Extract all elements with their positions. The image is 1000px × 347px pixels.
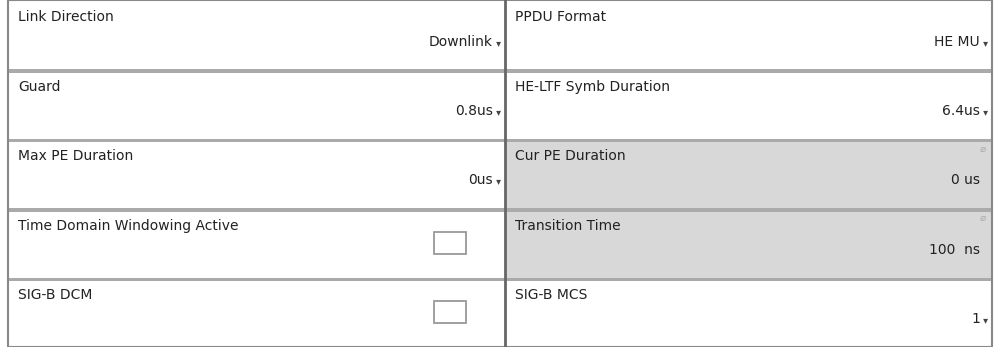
Bar xyxy=(8,139,992,142)
Bar xyxy=(505,139,992,208)
Text: ▾: ▾ xyxy=(493,177,501,187)
Text: 0.8us: 0.8us xyxy=(455,104,493,118)
Text: Transition Time: Transition Time xyxy=(515,219,621,232)
Text: ⌀: ⌀ xyxy=(980,144,986,154)
Text: ▾: ▾ xyxy=(980,108,988,118)
Text: 6.4us: 6.4us xyxy=(942,104,980,118)
Text: Time Domain Windowing Active: Time Domain Windowing Active xyxy=(18,219,239,232)
Bar xyxy=(8,208,505,278)
Text: ▾: ▾ xyxy=(493,39,501,49)
Text: Downlink: Downlink xyxy=(429,35,493,49)
Text: Link Direction: Link Direction xyxy=(18,10,114,24)
Bar xyxy=(8,69,992,73)
Text: Max PE Duration: Max PE Duration xyxy=(18,149,133,163)
Text: PPDU Format: PPDU Format xyxy=(515,10,606,24)
Bar xyxy=(8,208,992,212)
Bar xyxy=(505,278,992,347)
Text: HE-LTF Symb Duration: HE-LTF Symb Duration xyxy=(515,80,670,94)
Bar xyxy=(505,69,992,139)
Bar xyxy=(8,139,505,208)
Text: HE MU: HE MU xyxy=(934,35,980,49)
Text: ▾: ▾ xyxy=(980,316,988,326)
Text: ▾: ▾ xyxy=(493,108,501,118)
Text: SIG-B MCS: SIG-B MCS xyxy=(515,288,587,302)
Bar xyxy=(505,0,992,69)
Bar xyxy=(8,278,505,347)
Text: 0us: 0us xyxy=(468,174,493,187)
Text: 100  ns: 100 ns xyxy=(929,243,980,257)
Text: ▾: ▾ xyxy=(980,39,988,49)
Bar xyxy=(434,232,466,254)
Text: Guard: Guard xyxy=(18,80,60,94)
Bar xyxy=(8,69,505,139)
Text: ⌀: ⌀ xyxy=(980,213,986,223)
Bar xyxy=(434,301,466,323)
Text: 1: 1 xyxy=(971,312,980,326)
Bar xyxy=(8,278,992,281)
Text: 0 us: 0 us xyxy=(951,174,980,187)
Bar xyxy=(505,208,992,278)
Text: Cur PE Duration: Cur PE Duration xyxy=(515,149,626,163)
Bar xyxy=(8,0,505,69)
Text: SIG-B DCM: SIG-B DCM xyxy=(18,288,92,302)
